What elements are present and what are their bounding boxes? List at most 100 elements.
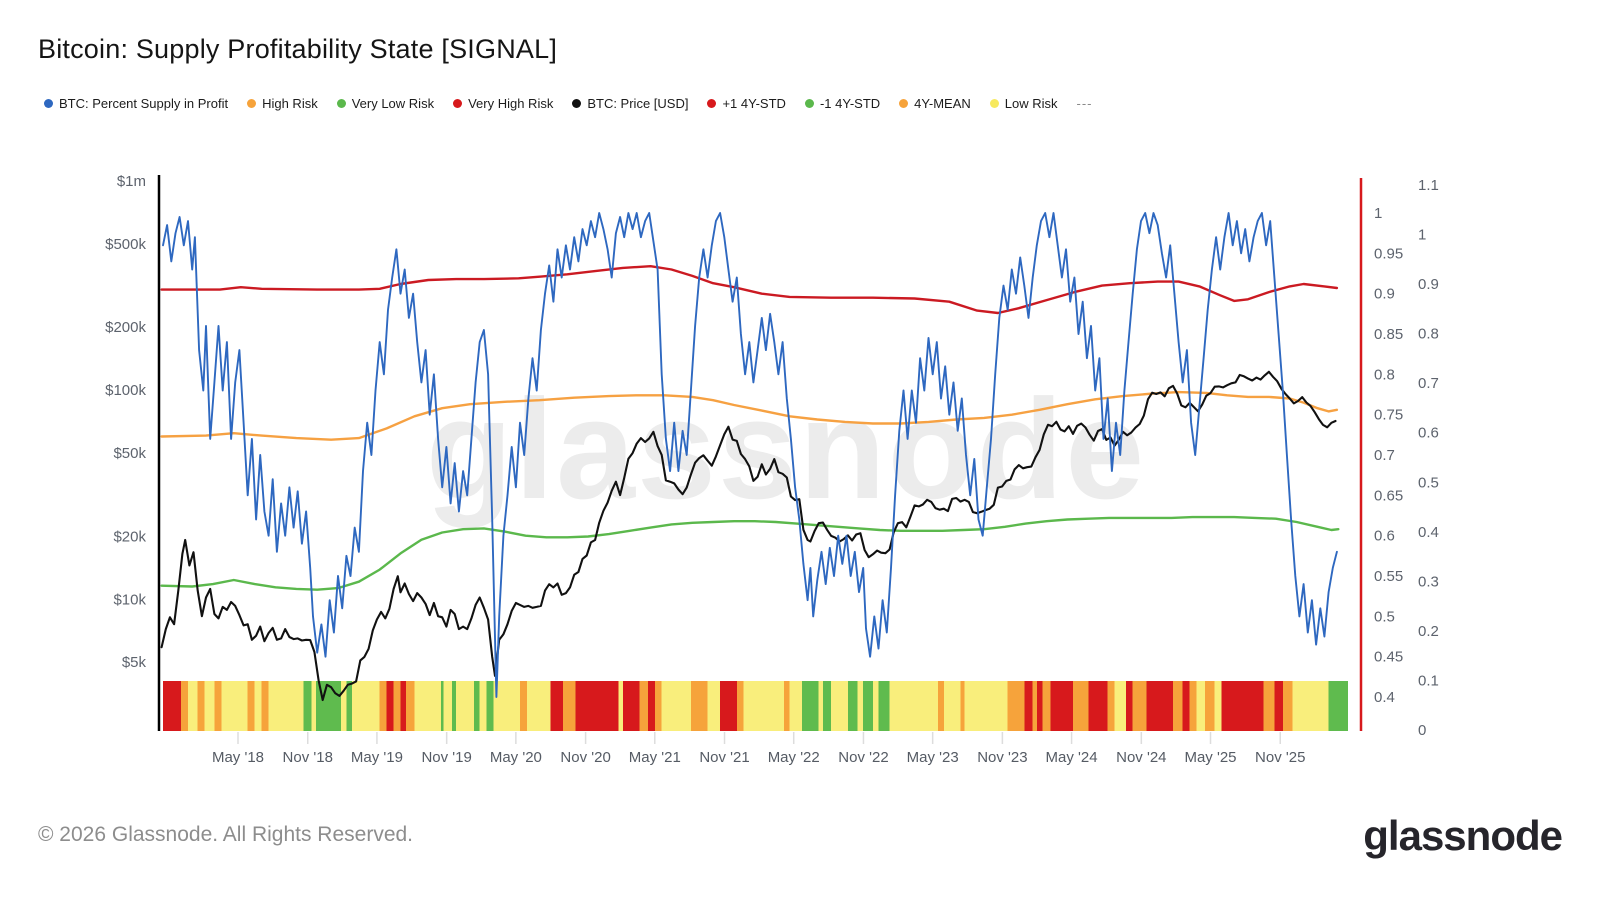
legend-label: BTC: Price [USD]: [587, 96, 689, 111]
x-tick-label: Nov '18: [283, 749, 333, 766]
heatmap-segment-r: [720, 681, 737, 731]
outer-tick-label: 0.3: [1418, 573, 1439, 590]
heatmap-segment-y: [311, 681, 316, 731]
heatmap-segment-y: [943, 681, 961, 731]
price-tick-label: $10k: [113, 591, 146, 608]
heatmap-segment-y: [1292, 681, 1329, 731]
heatmap-segment-o: [379, 681, 387, 731]
legend-label: Low Risk: [1004, 96, 1058, 111]
signal-tick-label: 0.75: [1374, 407, 1403, 424]
legend-item-4[interactable]: BTC: Price [USD]: [572, 96, 688, 111]
heatmap-segment-o: [181, 681, 188, 731]
heatmap-segment-o: [1007, 681, 1025, 731]
legend-item-3[interactable]: Very High Risk: [453, 96, 553, 111]
page-title: Bitcoin: Supply Profitability State [SIG…: [38, 34, 558, 64]
legend-item-5[interactable]: +1 4Y-STD: [707, 96, 786, 111]
outer-tick-label: 0.2: [1418, 623, 1439, 640]
legend-item-2[interactable]: Very Low Risk: [336, 96, 435, 111]
heatmap-segment-g: [451, 681, 457, 731]
glassnode-logo[interactable]: glassnode: [1363, 812, 1563, 859]
legend: BTC: Percent Supply in Profit High Risk Ve…: [44, 96, 1093, 111]
legend-dot: [899, 99, 909, 108]
outer-tick-label: 1: [1418, 227, 1426, 244]
legend-item-6[interactable]: -1 4Y-STD: [804, 96, 880, 111]
heatmap-segment-o: [654, 681, 662, 731]
legend-item-8[interactable]: Low Risk: [989, 96, 1058, 111]
legend-item-1[interactable]: High Risk: [247, 96, 318, 111]
legend-dot: [989, 99, 999, 108]
heatmap-segment-o: [783, 681, 790, 731]
heatmap-segment-o: [393, 681, 401, 731]
signal-tick-label: 0.6: [1374, 528, 1395, 545]
price-tick-label: $200k: [105, 319, 146, 336]
x-tick-label: Nov '19: [421, 749, 471, 766]
heatmap-segment-y: [493, 681, 521, 731]
heatmap-segment-r: [400, 681, 407, 731]
series-btc-percent-supply-in-profit: [162, 212, 1338, 698]
heatmap-segment-y: [964, 681, 1008, 731]
heatmap-segment-o: [261, 681, 269, 731]
outer-tick-label: 0.4: [1418, 524, 1439, 541]
legend-label: +1 4Y-STD: [722, 96, 786, 111]
heatmap-segment-y: [526, 681, 551, 731]
heatmap-segment-y: [1196, 681, 1205, 731]
heatmap-segment-g: [802, 681, 819, 731]
legend-label: Very High Risk: [468, 96, 554, 111]
outer-tick-label: 0.7: [1418, 375, 1439, 392]
heatmap-segment-r: [162, 681, 182, 731]
signal-tick-label: 0.45: [1374, 649, 1403, 666]
price-tick-label: $500k: [105, 236, 146, 253]
heatmap-segment-y: [443, 681, 452, 731]
heatmap-segment-g: [303, 681, 312, 731]
outer-tick-label: 0: [1418, 722, 1426, 739]
x-tick-label: May '25: [1184, 749, 1236, 766]
heatmap-segment-g: [440, 681, 444, 731]
heatmap-segment-g: [863, 681, 873, 731]
heatmap-segment-y: [268, 681, 304, 731]
heatmap-segment-y: [351, 681, 380, 731]
heatmap-segment-r: [575, 681, 619, 731]
price-tick-label: $20k: [113, 528, 146, 545]
heatmap-segment-o: [1132, 681, 1147, 731]
signal-tick-label: 0.7: [1374, 447, 1395, 464]
signal-tick-label: 0.5: [1374, 608, 1395, 625]
signal-tick-label: 0.55: [1374, 568, 1403, 585]
heatmap-segment-o: [960, 681, 965, 731]
x-tick-label: May '18: [212, 749, 264, 766]
legend-label: BTC: Percent Supply in Profit: [59, 96, 229, 111]
legend-item-0[interactable]: BTC: Percent Supply in Profit: [44, 96, 228, 111]
heatmap-segment-y: [831, 681, 848, 731]
heatmap-segment-r: [1024, 681, 1033, 731]
heatmap-segment-y: [872, 681, 879, 731]
heatmap-segment-r: [622, 681, 640, 731]
heatmap-segment-g: [878, 681, 890, 731]
x-tick-label: Nov '25: [1255, 749, 1305, 766]
legend-item-7[interactable]: 4Y-MEAN: [899, 96, 971, 111]
heatmap-segment-y: [707, 681, 721, 731]
heatmap-segment-y: [204, 681, 215, 731]
price-tick-label: $1m: [117, 173, 146, 190]
heatmap-segment-r: [386, 681, 394, 731]
x-tick-label: May '19: [351, 749, 403, 766]
signal-tick-label: 1: [1374, 205, 1382, 222]
outer-tick-label: 0.6: [1418, 425, 1439, 442]
heatmap-segment-g: [486, 681, 494, 731]
heatmap-segment-o: [1042, 681, 1051, 731]
legend-item-9[interactable]: ---: [1077, 96, 1093, 111]
heatmap-segment-g: [1328, 681, 1349, 731]
legend-dot: [247, 99, 257, 108]
signal-tick-label: 0.65: [1374, 487, 1403, 504]
heatmap-segment-r: [1088, 681, 1108, 731]
heatmap-segment-y: [456, 681, 475, 731]
heatmap-segment-o: [1204, 681, 1215, 731]
heatmap-segment-y: [254, 681, 262, 731]
x-tick-label: Nov '20: [560, 749, 610, 766]
outer-tick-label: 0.5: [1418, 474, 1439, 491]
legend-label: Very Low Risk: [351, 96, 435, 111]
signal-tick-label: 0.95: [1374, 245, 1403, 262]
heatmap-segment-y: [1214, 681, 1222, 731]
heatmap-segment-o: [690, 681, 708, 731]
x-tick-label: Nov '21: [699, 749, 749, 766]
